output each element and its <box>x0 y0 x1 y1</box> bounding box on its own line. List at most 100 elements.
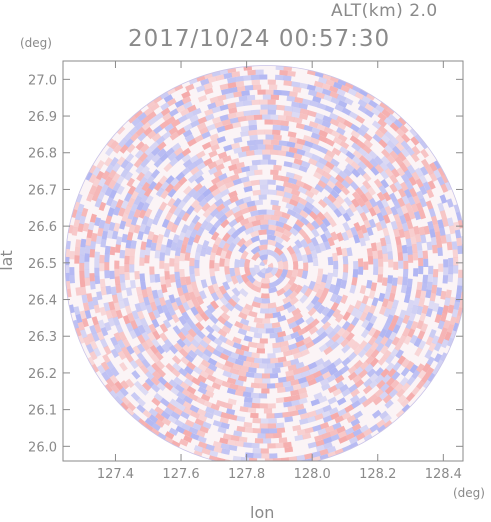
radar-cell <box>183 123 193 132</box>
radar-cell <box>388 259 394 268</box>
radar-cell <box>154 351 164 361</box>
radar-cell <box>143 107 154 117</box>
radar-cell <box>186 284 194 294</box>
radar-cell <box>182 193 192 204</box>
radar-cell <box>262 154 271 160</box>
radar-cell <box>157 233 164 243</box>
radar-cell <box>215 163 225 172</box>
radar-cell <box>338 170 348 180</box>
radar-cell <box>220 188 230 197</box>
radar-cell <box>205 384 215 393</box>
radar-cell <box>113 222 121 232</box>
radar-cell <box>258 393 268 399</box>
radar-cell <box>382 394 393 404</box>
radar-cell <box>380 198 390 209</box>
radar-cell <box>274 236 284 244</box>
radar-cell <box>296 202 306 211</box>
radar-cell <box>374 129 385 139</box>
radar-cell <box>196 330 206 340</box>
radar-cell <box>307 307 317 317</box>
radar-cell <box>259 159 269 165</box>
radar-cell <box>291 188 301 197</box>
radar-cell <box>227 82 237 89</box>
radar-cell <box>258 254 268 261</box>
radar-cell <box>460 235 463 245</box>
radar-cell <box>115 284 122 294</box>
radar-cell <box>218 239 227 249</box>
radar-cell <box>118 331 127 341</box>
radar-cell <box>243 421 253 428</box>
radar-cell <box>113 343 122 354</box>
radar-cell <box>279 70 288 76</box>
radar-cell <box>135 164 145 174</box>
radar-cell <box>217 315 227 325</box>
radar-cell <box>305 195 315 205</box>
radar-cell <box>419 185 428 196</box>
radar-cell <box>330 189 340 199</box>
radar-cell <box>436 176 445 186</box>
radar-cell <box>243 221 254 230</box>
radar-cell <box>215 74 225 81</box>
radar-cell <box>90 240 97 250</box>
radar-cell <box>172 234 180 244</box>
radar-cell <box>254 438 264 444</box>
radar-cell <box>305 222 316 232</box>
radar-cell <box>316 211 326 221</box>
radar-cell <box>249 267 257 277</box>
radar-cell <box>313 301 322 311</box>
radar-cell <box>109 246 116 256</box>
radar-cell <box>105 215 113 225</box>
radar-cell <box>251 402 260 409</box>
radar-cell <box>174 99 185 108</box>
radar-cell <box>285 115 295 123</box>
radar-cell <box>175 152 185 162</box>
radar-cell <box>158 201 168 211</box>
radar-cell <box>386 154 396 164</box>
radar-cell <box>181 153 192 163</box>
radar-cell <box>222 281 231 291</box>
radar-cell <box>166 116 176 125</box>
radar-cell <box>124 247 131 257</box>
radar-cell <box>425 289 432 299</box>
radar-cell <box>281 212 291 220</box>
radar-cell <box>358 369 368 379</box>
radar-cell <box>395 409 405 418</box>
radar-cell <box>319 222 329 233</box>
radar-cell <box>178 176 188 186</box>
radar-cell <box>415 202 424 212</box>
radar-cell <box>174 263 180 272</box>
radar-cell <box>393 213 401 223</box>
radar-cell <box>372 329 381 339</box>
radar-cell <box>163 94 174 103</box>
radar-cell <box>110 199 118 210</box>
radar-cell <box>124 192 133 202</box>
radar-cell <box>94 275 101 285</box>
radar-cell <box>185 353 195 363</box>
radar-cell <box>214 100 225 108</box>
radar-cell <box>315 444 326 452</box>
radar-cell <box>300 348 310 357</box>
radar-cell <box>396 316 404 327</box>
radar-cell <box>251 179 260 186</box>
radar-cell <box>387 251 394 260</box>
radar-cell <box>437 202 445 212</box>
radar-cell <box>89 350 98 361</box>
radar-cell <box>268 159 277 165</box>
radar-cell <box>365 311 374 322</box>
radar-cell <box>234 258 241 268</box>
radar-cell <box>272 119 281 126</box>
radar-cell <box>380 170 389 180</box>
radar-cell <box>383 308 391 318</box>
radar-cell <box>244 427 254 433</box>
radar-cell <box>321 217 331 228</box>
radar-cell <box>184 419 195 428</box>
radar-cell <box>237 328 248 336</box>
radar-cell <box>284 385 294 392</box>
radar-cell <box>176 287 184 297</box>
radar-cell <box>447 217 454 227</box>
y-tick-label: 26.2 <box>28 367 57 382</box>
radar-cell <box>189 404 200 413</box>
radar-cell <box>150 354 160 364</box>
radar-cell <box>127 210 135 220</box>
radar-cell <box>219 296 229 306</box>
